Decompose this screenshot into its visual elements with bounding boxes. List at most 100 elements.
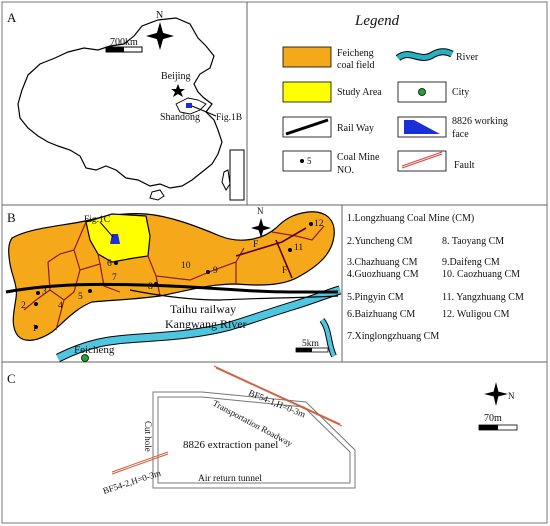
mine-boundaries <box>23 221 325 331</box>
mine-number-11: 11 <box>294 243 303 253</box>
mine-list: 1.Longzhuang Coal Mine (CM) 2.Yuncheng C… <box>347 213 524 342</box>
panel-c-scale-bar <box>478 424 518 431</box>
river-label: Kangwang River <box>165 317 247 331</box>
legend-fault-line-1 <box>401 153 443 169</box>
panel-b-scale-bar <box>295 347 329 353</box>
mine-number-6: 6 <box>107 259 112 269</box>
legend-river-icon <box>395 48 454 61</box>
panel-b-label: B <box>7 210 16 225</box>
china-outline <box>17 17 223 189</box>
panel-a-scale-label: 700km <box>110 37 138 48</box>
railway-label: Taihu railway <box>170 302 236 316</box>
taiwan-island <box>221 169 231 191</box>
feicheng-coal-field <box>8 211 335 341</box>
mine-list-item-8: 8. Taoyang CM <box>442 236 504 247</box>
compass-rose-icon <box>146 22 174 50</box>
mine-number-12: 12 <box>314 219 324 229</box>
extraction-panel-label: 8826 extraction panel <box>183 439 278 451</box>
mine-number-10: 10 <box>181 261 191 271</box>
panel-c-north: N <box>508 391 515 401</box>
panel-c: C BF54-1,H=0-3m Transportation Roadway C… <box>7 365 518 496</box>
legend-swatch-study-area <box>282 81 332 103</box>
extraction-panel-outline <box>152 391 356 489</box>
mine-number-5: 5 <box>78 292 83 302</box>
mine-number-4: 4 <box>58 301 63 311</box>
feicheng-label: Feicheng <box>74 344 115 356</box>
panel-c-compass-icon <box>484 382 508 406</box>
mine-number-2: 2 <box>21 301 26 311</box>
beijing-star-icon <box>171 84 185 97</box>
fig-1c-leader <box>99 221 114 238</box>
legend-fault-line-2 <box>401 151 443 167</box>
mine-number-9: 9 <box>213 266 218 276</box>
study-location-marker <box>186 103 192 108</box>
mine-dot-8 <box>154 282 158 286</box>
legend-label-working-face-2: face <box>452 129 469 140</box>
mine-markers <box>34 222 313 329</box>
shandong-label: Shandong <box>160 112 200 123</box>
legend-label-coal-field-1: Feicheng <box>337 48 374 59</box>
feicheng-city-icon <box>81 354 89 362</box>
panel-a-north: N <box>156 10 163 21</box>
fig-1c-ref: Fig.1C <box>84 215 110 225</box>
legend-label-study-area: Study Area <box>337 87 382 98</box>
beijing-label: Beijing <box>161 71 190 82</box>
legend-label-fault: Fault <box>454 160 475 171</box>
air-return-tunnel-label: Air return tunnel <box>198 474 262 484</box>
legend-label-coal-mine-1: Coal Mine <box>337 152 380 163</box>
panel-b-compass-icon <box>251 218 271 238</box>
fault-label-1: F <box>253 240 258 250</box>
mine-dot-6 <box>114 261 118 265</box>
mine-number-3: 3 <box>42 287 47 297</box>
faults-panel-b <box>235 227 307 279</box>
mine-dot-2 <box>34 302 38 306</box>
mine-list-item-7: 7.Xinglongzhuang CM <box>347 331 439 342</box>
mine-dot-9 <box>206 270 210 274</box>
fault-bf54-1-label: BF54-1,H=0-3m <box>247 388 307 420</box>
panel-b-north: N <box>257 206 264 216</box>
legend-coal-mine-number: 5 <box>307 156 312 166</box>
legend-coal-mine-box <box>282 150 332 172</box>
mine-dot-1 <box>34 325 38 329</box>
mine-dot-12 <box>309 222 313 226</box>
south-sea-inset <box>229 149 245 201</box>
mine-dot-3 <box>36 291 40 295</box>
mine-list-item-2: 2.Yuncheng CM <box>347 236 413 247</box>
legend-label-city: City <box>452 87 469 98</box>
panel-a: A N 700km Beijing Fig.1B Shandong <box>7 10 245 201</box>
fig-1b-ref: Fig.1B <box>216 113 242 123</box>
hainan-island <box>149 189 165 201</box>
legend-label-railway: Rail Way <box>337 123 374 134</box>
mine-list-item-6: 6.Baizhuang CM <box>347 309 415 320</box>
legend-railway-line <box>285 118 329 136</box>
cut-hole-label: Cut hole <box>143 421 153 452</box>
legend-title: Legend <box>354 13 400 29</box>
kangwang-river <box>55 285 342 363</box>
legend-label-river: River <box>456 52 479 63</box>
legend-city-dot-icon <box>418 88 426 96</box>
mine-list-item-5: 5.Pingyin CM <box>347 292 404 303</box>
legend-swatch-coal-field <box>282 46 332 68</box>
mine-dot-11 <box>288 248 292 252</box>
legend-label-working-face-1: 8826 working <box>452 116 508 127</box>
panel-c-scale-label: 70m <box>484 413 502 424</box>
mine-number-7: 7 <box>112 273 117 283</box>
panel-b-scale-label: 5km <box>302 339 320 349</box>
panel-a-label: A <box>7 10 17 25</box>
taihu-railway <box>5 282 339 301</box>
legend: Legend Feicheng coal field River Study A… <box>282 13 508 176</box>
mine-list-item-11: 11. Yangzhuang CM <box>442 292 524 303</box>
legend-label-coal-mine-2: NO. <box>337 165 354 176</box>
mine-list-item-12: 12. Wuligou CM <box>442 309 510 320</box>
mine-list-item-9: 9.Daifeng CM <box>442 257 500 268</box>
mine-list-item-1: 1.Longzhuang Coal Mine (CM) <box>347 213 474 224</box>
panel-a-scale-bar <box>105 46 143 53</box>
mine-list-item-3: 3.Chazhuang CM <box>347 257 418 268</box>
fault-label-2: F <box>282 266 287 276</box>
mine-number-8: 8 <box>148 282 153 292</box>
legend-working-face-shape <box>404 120 440 134</box>
mine-list-item-4: 4.Guozhuang CM <box>347 269 419 280</box>
mine-dot-5 <box>88 289 92 293</box>
